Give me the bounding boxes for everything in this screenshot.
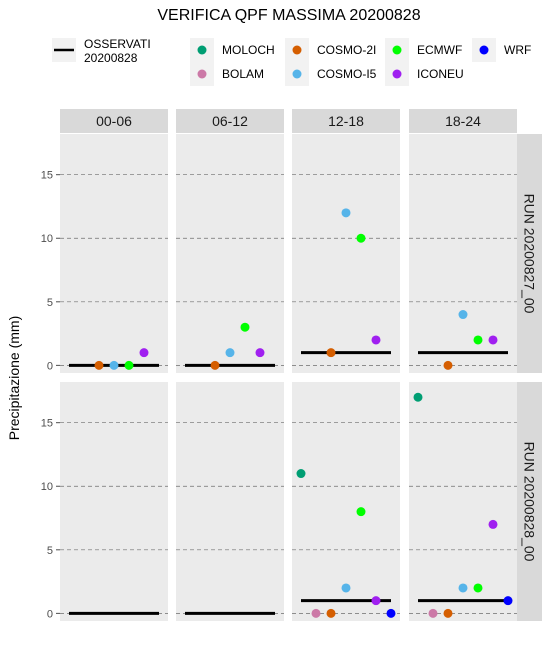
point-bolam: [428, 608, 438, 618]
panel-background: [60, 382, 168, 621]
facet-strip-label-00-06: 00-06: [96, 113, 132, 129]
point-ecmwf: [240, 322, 250, 332]
panel-background: [292, 382, 400, 621]
point-moloch: [413, 392, 423, 402]
legend-observed-label-line1: OSSERVATI: [84, 37, 151, 51]
y-axis-label: Precipitazione (mm): [6, 316, 22, 440]
y-tick-label: 0: [47, 360, 53, 372]
legend-item-bolam: BOLAM: [190, 62, 264, 86]
legend-item-wrf: WRF: [472, 38, 531, 62]
y-tick-label: 10: [41, 481, 53, 493]
point-ecmwf: [124, 360, 134, 370]
point-ecmwf: [356, 233, 366, 243]
point-iconeu: [255, 348, 265, 358]
panel-background: [176, 134, 284, 373]
y-tick-label: 5: [47, 545, 53, 557]
point-ecmwf: [356, 507, 366, 517]
point-iconeu: [371, 335, 381, 345]
point-cosmo-i5: [341, 208, 351, 218]
facet-strip-label-12-18: 12-18: [328, 113, 364, 129]
panel-run-20200827-00-12-18: [292, 134, 400, 373]
legend-item-cosmo-2i: COSMO-2I: [285, 38, 376, 62]
point-iconeu: [139, 348, 149, 358]
panel-background: [409, 382, 517, 621]
legend-observed-label-line2: 20200828: [84, 51, 138, 65]
facet-grid: 00-06 06-12 12-18 18-24 RUN 20200827_00 RUN 2…: [41, 109, 542, 621]
legend-label-moloch: MOLOCH: [222, 43, 275, 57]
legend-label-cosmo-i5: COSMO-I5: [317, 67, 377, 81]
legend-marker-moloch: [197, 45, 207, 55]
facet-strip-label-run-20200827-00: RUN 20200827_00: [522, 194, 538, 314]
y-tick-label: 5: [47, 297, 53, 309]
legend-marker-cosmo-2i: [292, 45, 302, 55]
y-tick-label: 10: [41, 233, 53, 245]
point-cosmo-2i: [443, 608, 453, 618]
panel-run-20200827-00-00-06: [60, 134, 168, 373]
y-tick-label: 15: [41, 170, 53, 182]
point-cosmo-i5: [109, 360, 119, 370]
panel-run-20200827-00-18-24: [409, 134, 517, 373]
panel-background: [176, 382, 284, 621]
legend-item-ecmwf: ECMWF: [385, 38, 462, 62]
panel-run-20200828-00-06-12: [176, 382, 284, 621]
point-cosmo-2i: [326, 608, 336, 618]
facet-strip-label-18-24: 18-24: [445, 113, 481, 129]
point-wrf: [386, 608, 396, 618]
facet-strip-label-run-20200828-00: RUN 20200828_00: [522, 442, 538, 562]
point-cosmo-2i: [326, 348, 336, 358]
y-tick-label: 0: [47, 608, 53, 620]
point-iconeu: [488, 335, 498, 345]
facet-strip-00-06: [60, 109, 168, 133]
legend-marker-ecmwf: [392, 45, 402, 55]
panel-background: [60, 134, 168, 373]
legend: OSSERVATI 20200828 MOLOCH BOLAM COSMO-2I CO…: [52, 37, 531, 86]
point-iconeu: [371, 596, 381, 606]
point-cosmo-i5: [458, 310, 468, 320]
panel-run-20200828-00-12-18: [292, 382, 400, 621]
point-wrf: [503, 596, 513, 606]
legend-label-cosmo-2i: COSMO-2I: [317, 43, 376, 57]
point-cosmo-i5: [225, 348, 235, 358]
point-ecmwf: [473, 335, 483, 345]
legend-observed: OSSERVATI 20200828: [52, 37, 151, 65]
panel-run-20200828-00-00-06: [60, 382, 168, 621]
point-moloch: [296, 469, 306, 479]
legend-label-bolam: BOLAM: [222, 67, 264, 81]
legend-marker-wrf: [479, 45, 489, 55]
legend-marker-cosmo-i5: [292, 69, 302, 79]
panel-background: [409, 134, 517, 373]
facet-strip-18-24: [409, 109, 517, 133]
legend-item-cosmo-i5: COSMO-I5: [285, 62, 377, 86]
point-cosmo-2i: [94, 360, 104, 370]
panel-run-20200827-00-06-12: [176, 134, 284, 373]
legend-label-wrf: WRF: [504, 43, 531, 57]
facet-strip-run-20200828-00: [517, 382, 542, 621]
y-tick-label: 15: [41, 418, 53, 430]
point-bolam: [311, 608, 321, 618]
legend-label-iconeu: ICONEU: [417, 67, 464, 81]
point-cosmo-2i: [210, 360, 220, 370]
point-cosmo-i5: [458, 583, 468, 593]
chart-title: VERIFICA QPF MASSIMA 20200828: [157, 7, 420, 24]
legend-label-ecmwf: ECMWF: [417, 43, 462, 57]
facet-strip-run-20200827-00: [517, 134, 542, 373]
point-ecmwf: [473, 583, 483, 593]
legend-item-iconeu: ICONEU: [385, 62, 464, 86]
point-iconeu: [488, 519, 498, 529]
legend-item-moloch: MOLOCH: [190, 38, 275, 62]
facet-strip-12-18: [292, 109, 400, 133]
facet-strip-06-12: [176, 109, 284, 133]
legend-models: MOLOCH BOLAM COSMO-2I COSMO-I5 ECMWF ICONEU WR…: [190, 38, 531, 86]
facet-strip-label-06-12: 06-12: [212, 113, 248, 129]
legend-marker-iconeu: [392, 69, 402, 79]
panel-run-20200828-00-18-24: [409, 382, 517, 621]
point-cosmo-2i: [443, 360, 453, 370]
panel-background: [292, 134, 400, 373]
point-cosmo-i5: [341, 583, 351, 593]
legend-marker-bolam: [197, 69, 207, 79]
